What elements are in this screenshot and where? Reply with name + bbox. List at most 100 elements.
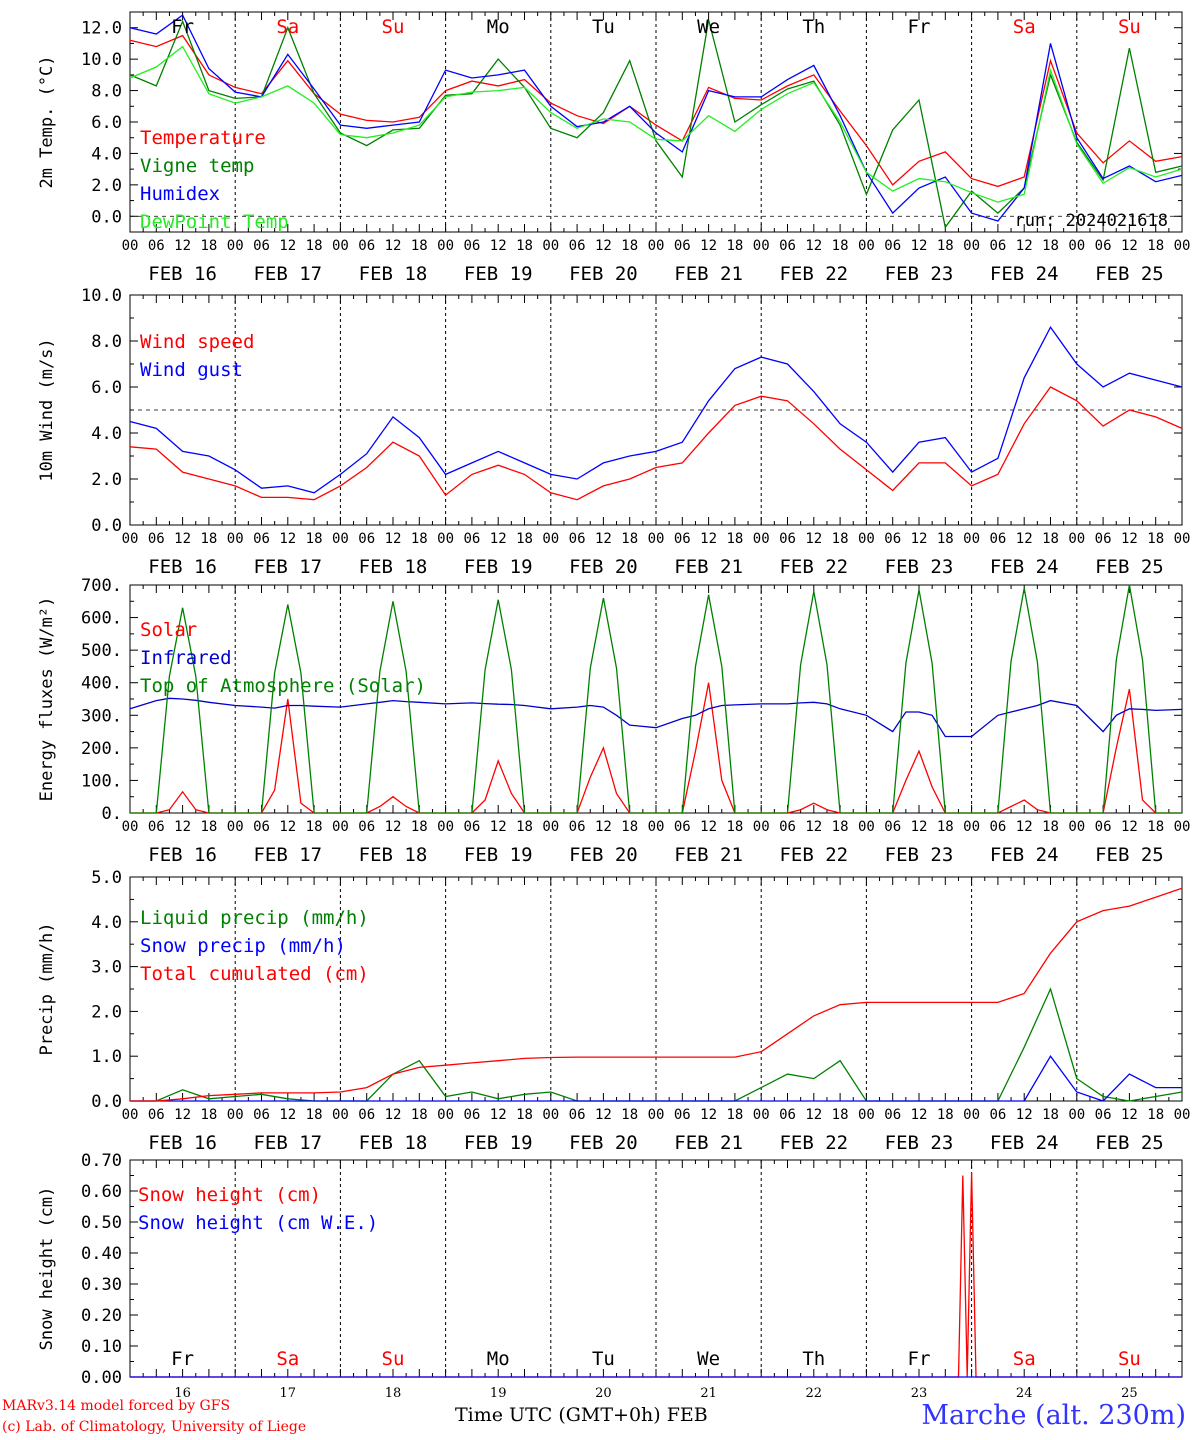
date-label: FEB 16 <box>148 844 217 866</box>
hour-tick-label: 06 <box>674 531 691 547</box>
date-label: FEB 22 <box>779 556 848 578</box>
hour-tick-label: 18 <box>306 238 323 254</box>
hour-tick-label: 06 <box>148 1107 165 1123</box>
date-label: FEB 22 <box>779 263 848 285</box>
hour-tick-label: 12 <box>490 531 507 547</box>
hour-tick-label: 00 <box>753 238 770 254</box>
legend-entry: Wind speed <box>140 331 254 353</box>
hour-tick-label: 18 <box>832 1107 849 1123</box>
hour-tick-label: 12 <box>1016 238 1033 254</box>
hour-tick-label: 18 <box>200 531 217 547</box>
hour-tick-label: 18 <box>411 1107 428 1123</box>
hour-tick-label: 06 <box>884 819 901 835</box>
hour-tick-label: 00 <box>648 1107 665 1123</box>
hour-tick-label: 12 <box>595 819 612 835</box>
series-line <box>129 325 1183 494</box>
y-tick-label: 10.0 <box>81 286 122 306</box>
date-label: FEB 19 <box>464 263 533 285</box>
date-number-label: 24 <box>1016 1386 1033 1401</box>
hour-tick-label: 18 <box>1147 531 1164 547</box>
hour-tick-label: 06 <box>148 531 165 547</box>
hour-tick-label: 06 <box>989 531 1006 547</box>
hour-tick-label: 12 <box>385 1107 402 1123</box>
y-axis-label: 2m Temp. (°C) <box>37 55 57 188</box>
day-of-week-label: Fr <box>908 1348 931 1370</box>
hour-tick-label: 12 <box>385 531 402 547</box>
day-of-week-label: Tu <box>592 1348 615 1370</box>
hour-tick-label: 06 <box>779 531 796 547</box>
hour-tick-label: 00 <box>648 531 665 547</box>
y-tick-label: 0.00 <box>81 1368 122 1388</box>
hour-tick-label: 00 <box>332 238 349 254</box>
hour-tick-label: 00 <box>122 531 139 547</box>
series-line <box>129 45 1183 203</box>
date-number-label: 19 <box>490 1386 507 1401</box>
hour-tick-label: 12 <box>805 819 822 835</box>
day-of-week-label: Sa <box>276 16 299 38</box>
date-number-label: 17 <box>280 1386 297 1401</box>
date-label: FEB 19 <box>464 844 533 866</box>
series-line <box>129 34 1183 188</box>
series-line <box>129 19 1183 229</box>
hour-tick-label: 18 <box>200 238 217 254</box>
y-axis-label: Energy fluxes (W/m²) <box>37 597 57 802</box>
date-label: FEB 19 <box>464 1132 533 1154</box>
hour-tick-label: 18 <box>516 819 533 835</box>
hour-tick-label: 06 <box>674 238 691 254</box>
hour-tick-label: 00 <box>227 531 244 547</box>
hour-tick-label: 18 <box>1147 819 1164 835</box>
hour-tick-label: 06 <box>569 531 586 547</box>
hour-tick-label: 00 <box>542 1107 559 1123</box>
hour-tick-label: 12 <box>490 238 507 254</box>
hour-tick-label: 18 <box>937 531 954 547</box>
hour-tick-label: 00 <box>1174 1107 1191 1123</box>
hour-tick-label: 12 <box>174 819 191 835</box>
hour-tick-label: 00 <box>1068 531 1085 547</box>
hour-tick-label: 06 <box>463 531 480 547</box>
hour-tick-label: 18 <box>937 238 954 254</box>
legend-entry: Infrared <box>140 647 232 669</box>
date-label: FEB 18 <box>359 844 428 866</box>
y-tick-label: 0.60 <box>81 1182 122 1202</box>
day-of-week-label: Su <box>382 1348 405 1370</box>
hour-tick-label: 12 <box>279 531 296 547</box>
hour-tick-label: 18 <box>832 238 849 254</box>
date-label: FEB 16 <box>148 263 217 285</box>
date-label: FEB 24 <box>990 556 1059 578</box>
day-of-week-label: Sa <box>1013 1348 1036 1370</box>
hour-tick-label: 06 <box>253 238 270 254</box>
hour-tick-label: 12 <box>1121 819 1138 835</box>
day-of-week-label: Tu <box>592 16 615 38</box>
hour-tick-label: 12 <box>279 238 296 254</box>
y-tick-label: 3.0 <box>91 958 122 978</box>
hour-tick-label: 12 <box>174 238 191 254</box>
hour-tick-label: 18 <box>1042 238 1059 254</box>
date-number-label: 21 <box>700 1386 717 1401</box>
day-of-week-label: Su <box>382 16 405 38</box>
date-label: FEB 22 <box>779 1132 848 1154</box>
date-label: FEB 23 <box>885 844 954 866</box>
hour-tick-label: 06 <box>989 819 1006 835</box>
hour-tick-label: 00 <box>1174 819 1191 835</box>
hour-tick-label: 18 <box>306 1107 323 1123</box>
hour-tick-label: 00 <box>1174 238 1191 254</box>
series-line <box>129 14 1183 222</box>
y-axis-label: 10m Wind (m/s) <box>37 338 57 481</box>
y-tick-label: 5.0 <box>91 868 122 888</box>
date-label: FEB 21 <box>674 844 743 866</box>
series-line <box>130 1055 1182 1102</box>
date-label: FEB 23 <box>885 1132 954 1154</box>
hour-tick-label: 06 <box>1095 238 1112 254</box>
legend-entry: Snow height (cm W.E.) <box>138 1212 378 1234</box>
date-label: FEB 25 <box>1095 844 1164 866</box>
day-of-week-label: Fr <box>908 16 931 38</box>
date-label: FEB 20 <box>569 263 638 285</box>
y-tick-label: 0.50 <box>81 1213 122 1233</box>
lab-credit: (c) Lab. of Climatology, University of L… <box>2 1419 307 1435</box>
hour-tick-label: 06 <box>253 1107 270 1123</box>
y-tick-label: 2.0 <box>91 176 122 196</box>
y-tick-label: 600. <box>81 609 122 629</box>
hour-tick-label: 00 <box>963 531 980 547</box>
hour-tick-label: 12 <box>385 238 402 254</box>
